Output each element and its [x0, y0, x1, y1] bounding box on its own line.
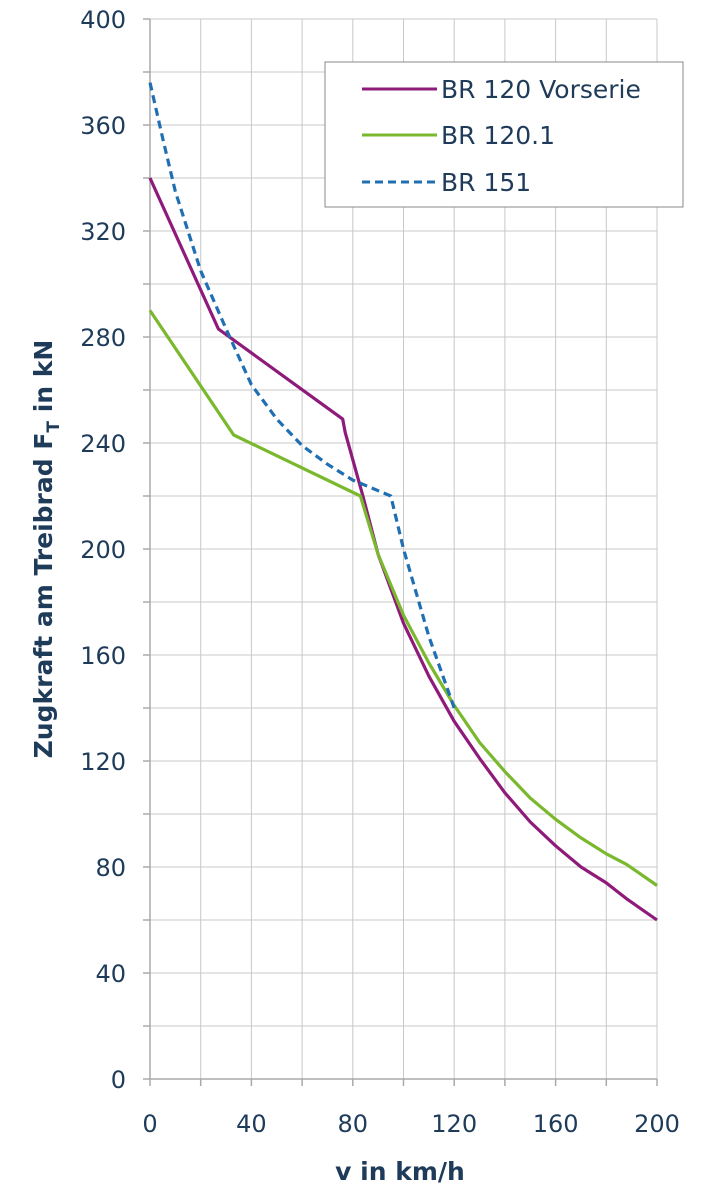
y-tick-label: 240 [80, 430, 126, 458]
y-tick-label: 40 [95, 960, 126, 988]
x-tick-label: 80 [338, 1110, 369, 1138]
x-tick-label: 160 [533, 1110, 579, 1138]
x-tick-label: 120 [431, 1110, 477, 1138]
y-tick-label: 280 [80, 324, 126, 352]
y-tick-label: 360 [80, 112, 126, 140]
x-tick-label: 0 [142, 1110, 157, 1138]
axes [143, 18, 658, 1086]
y-axis-title: Zugkraft am Treibrad FT in kN [29, 340, 64, 759]
y-tick-label: 320 [80, 218, 126, 246]
series-line-br-120-vorserie [148, 177, 658, 922]
y-axis-title-suffix: in kN [29, 340, 58, 421]
tick-labels: 0 40 80 120 160 200 240 280 320 360 400 0 40 80 120 160… [80, 6, 680, 1138]
series-line-br-120-1 [148, 309, 658, 887]
legend-label-br120-1: BR 120.1 [441, 121, 555, 150]
series-group [148, 82, 658, 922]
y-tick-label: 400 [80, 6, 126, 34]
y-tick-label: 0 [111, 1066, 126, 1094]
x-axis-title: v in km/h [335, 1157, 465, 1186]
y-tick-label: 120 [80, 748, 126, 776]
x-tick-label: 200 [634, 1110, 680, 1138]
y-axis-title-main: Zugkraft am Treibrad F [29, 433, 58, 759]
legend: BR 120 Vorserie BR 120.1 BR 151 [324, 61, 684, 208]
y-tick-label: 160 [80, 642, 126, 670]
y-tick-label: 200 [80, 536, 126, 564]
legend-label-br151: BR 151 [441, 168, 531, 197]
x-tick-label: 40 [236, 1110, 267, 1138]
y-axis-title-subscript: T [44, 421, 64, 433]
legend-label-br120-vorserie: BR 120 Vorserie [441, 75, 641, 104]
y-tick-label: 80 [95, 854, 126, 882]
series-line-br-151 [148, 82, 456, 709]
